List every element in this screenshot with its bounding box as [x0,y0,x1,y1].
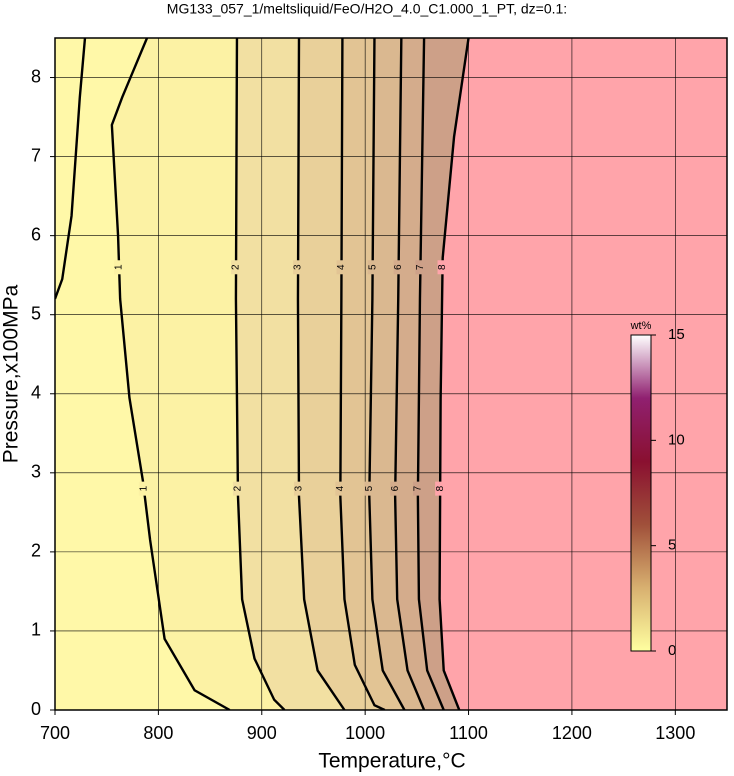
contour-label-bg [435,481,446,496]
colorbar-tick-label: 15 [668,326,685,343]
contour-label: 6 [393,264,404,270]
contour-label: 5 [364,485,375,491]
contour-label-bg [393,260,404,275]
contour-label: 7 [413,485,424,491]
colorbar-tick-label: 5 [668,537,676,554]
colorbar-label: wt% [630,320,652,332]
plot-frame [54,37,728,711]
contour-label-bg [364,481,375,496]
contour-label: 2 [231,264,242,270]
y-tick-label: 2 [31,541,41,561]
contour-label-bg [231,260,242,275]
colorbar-tick-label: 0 [668,642,676,659]
x-tick-label: 1300 [655,723,695,743]
chart-title: MG133_057_1/meltsliquid/FeO/H2O_4.0_C1.0… [167,1,567,17]
contour-label: 3 [294,485,305,491]
contour-label: 5 [367,264,378,270]
colorbar-tick-label: 10 [668,431,685,448]
y-tick-label: 4 [31,383,41,403]
contour-label: 6 [390,485,401,491]
contour-label-bg [232,481,243,496]
contour-line [339,38,386,710]
contour-label-bg [336,260,347,275]
contour-label-bg [437,260,448,275]
plot-area: 1 1 2 2 3 3 4 4 5 5 6 6 7 7 8 8 [55,38,727,710]
contour-label: 8 [437,264,448,270]
y-tick-label: 5 [31,303,41,323]
contour-line [110,38,231,710]
contour-label: 3 [293,264,304,270]
overlay: 700 800 900 1000 1100 1200 1300012345678wt%051… [31,37,728,743]
y-tick-label: 8 [31,66,41,86]
contour-line [416,38,445,710]
contour-label: 1 [114,264,125,270]
contour-label: 1 [138,485,149,491]
contour-label: 7 [415,264,426,270]
contour-fill [439,38,727,710]
contour-line [368,38,406,710]
contour-label-bg [293,260,304,275]
x-tick-label: 900 [247,723,277,743]
contour-label-bg [293,481,304,496]
x-tick-label: 700 [40,723,70,743]
y-tick-label: 0 [31,699,41,719]
contour-line [438,38,470,710]
contour-label: 8 [435,485,446,491]
contour-label-bg [114,260,125,275]
contour-label-bg [335,481,346,496]
contour-label-bg [390,481,401,496]
contour-label-bg [412,481,423,496]
y-tick-label: 1 [31,620,41,640]
contour-line [55,38,87,300]
x-tick-label: 800 [143,723,173,743]
contour-label: 2 [233,485,244,491]
y-tick-label: 6 [31,224,41,244]
y-tick-label: 3 [31,462,41,482]
x-tick-label: 1100 [449,723,488,743]
y-tick-label: 7 [31,145,41,165]
contour-line [296,38,346,710]
contour-label-bg [367,260,378,275]
contour-line [393,38,426,710]
x-tick-label: 1000 [345,723,385,743]
colorbar [630,334,652,652]
contour-label-bg [138,481,149,496]
contour-line [234,38,286,710]
contour-label-bg [415,260,426,275]
x-axis-label: Temperature,°C [318,750,465,773]
contour-label: 4 [336,264,347,270]
x-tick-label: 1200 [552,723,592,743]
y-axis-label: Pressure,x100MPa [0,284,23,463]
contour-label: 4 [335,485,346,491]
